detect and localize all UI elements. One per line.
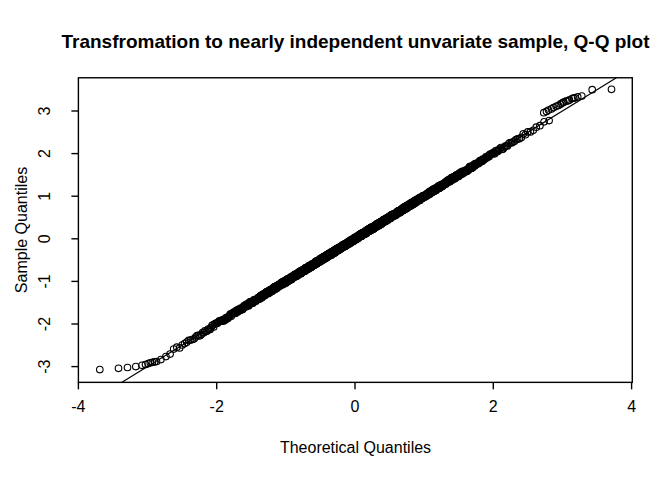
chart-title: Transfromation to nearly independent unv… [61,31,650,52]
qq-point [97,366,104,373]
x-tick-label: 2 [489,398,498,415]
y-tick-label: 1 [36,192,53,201]
x-axis-label: Theoretical Quantiles [280,439,431,456]
x-tick-label: -2 [210,398,224,415]
y-tick-label: -2 [36,317,53,331]
qq-point [608,86,615,93]
y-tick-label: -3 [36,359,53,373]
qq-plot-canvas: Transfromation to nearly independent unv… [0,0,672,480]
y-tick-label: 2 [36,149,53,158]
x-tick-label: 4 [627,398,636,415]
y-axis-label: Sample Quantiles [13,167,30,293]
qq-point [115,365,122,372]
y-axis-ticks: -3 -2 -1 0 1 2 3 [36,106,78,373]
x-tick-label: -4 [71,398,85,415]
qq-point [124,364,131,371]
x-axis-ticks: -4 -2 0 2 4 [71,382,636,415]
qq-point [133,363,140,370]
qq-plot-figure: Transfromation to nearly independent unv… [0,0,672,480]
y-tick-label: 3 [36,106,53,115]
qq-points-layer [97,86,615,373]
y-tick-label: 0 [36,234,53,243]
y-tick-label: -1 [36,274,53,288]
x-tick-label: 0 [351,398,360,415]
